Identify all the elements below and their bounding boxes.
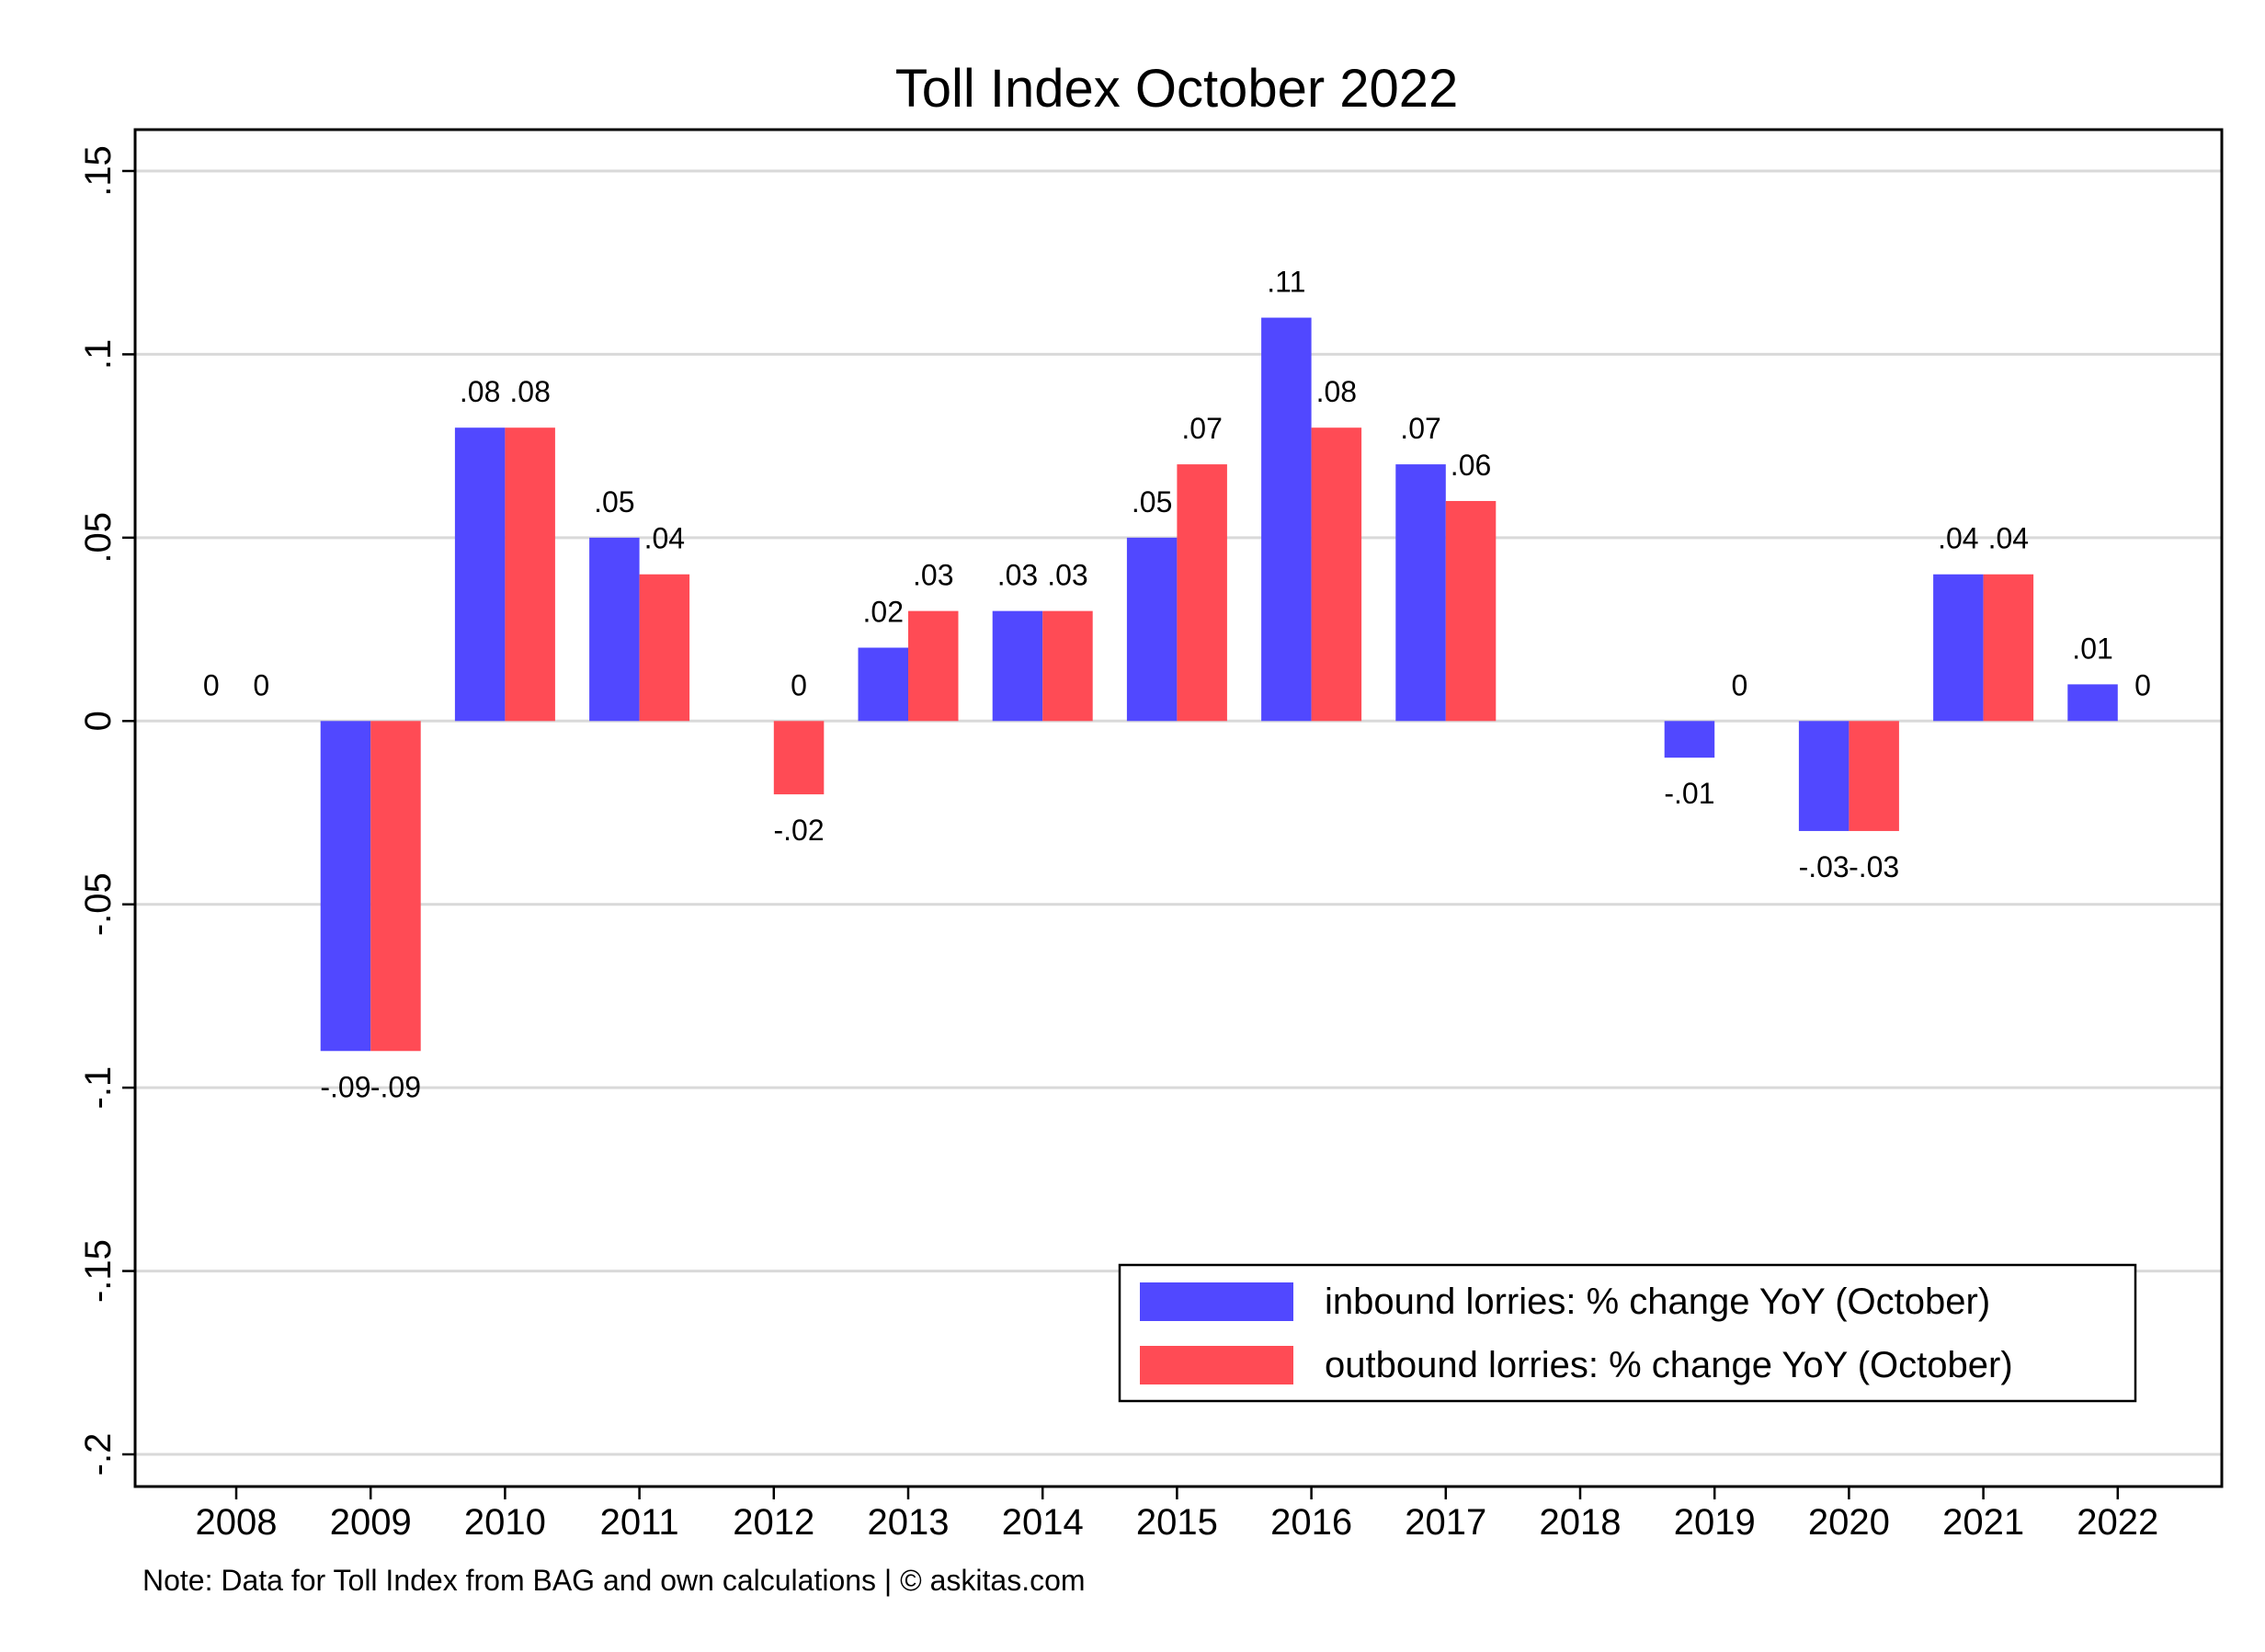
data-label: .08 bbox=[509, 375, 550, 408]
bar-outbound bbox=[908, 610, 959, 722]
bars bbox=[320, 317, 2118, 1052]
x-tick-label: 2008 bbox=[196, 1502, 278, 1543]
bar-outbound bbox=[1445, 500, 1497, 722]
data-label: 0 bbox=[791, 668, 807, 701]
bar-outbound bbox=[1311, 427, 1362, 722]
plot-frame bbox=[133, 128, 2224, 1488]
data-label: 0 bbox=[203, 668, 220, 701]
x-tick-label: 2009 bbox=[330, 1502, 412, 1543]
bar-outbound bbox=[1042, 610, 1093, 722]
x-tick-label: 2016 bbox=[1270, 1502, 1352, 1543]
x-tick-label: 2014 bbox=[1002, 1502, 1084, 1543]
data-label: .08 bbox=[1316, 375, 1357, 408]
data-label: .03 bbox=[913, 559, 953, 592]
data-label: -.03 bbox=[1849, 850, 1899, 883]
data-label: .04 bbox=[1938, 522, 1978, 555]
x-tick-label: 2021 bbox=[1942, 1502, 2024, 1543]
bar-inbound bbox=[1126, 537, 1178, 722]
data-labels: 0 0-.09 -.09.08.08.05.040-.02.02.03.03.03.… bbox=[203, 266, 2151, 1104]
bar-inbound bbox=[454, 427, 506, 722]
bar-inbound bbox=[1395, 464, 1446, 722]
bar-inbound bbox=[1933, 574, 1984, 722]
data-label: -.02 bbox=[773, 814, 824, 847]
data-label: .05 bbox=[1132, 485, 1172, 518]
chart-title: Toll Index October 2022 bbox=[895, 59, 1459, 119]
x-tick-label: 2017 bbox=[1405, 1502, 1486, 1543]
bar-inbound bbox=[1798, 721, 1850, 831]
bar-inbound bbox=[320, 721, 371, 1052]
data-label: .05 bbox=[594, 485, 634, 518]
x-tick-label: 2015 bbox=[1136, 1502, 1218, 1543]
y-tick-label: .05 bbox=[78, 512, 119, 564]
data-label: .07 bbox=[1181, 412, 1222, 445]
data-label: .11 bbox=[1267, 266, 1305, 299]
data-label: -.09 bbox=[370, 1070, 421, 1103]
legend-label-outbound: outbound lorries: % change YoY (October) bbox=[1325, 1345, 2013, 1385]
x-tick-label: 2018 bbox=[1540, 1502, 1622, 1543]
data-label: -.09 bbox=[320, 1070, 370, 1103]
legend-swatch-inbound bbox=[1140, 1282, 1293, 1321]
bar-inbound bbox=[858, 647, 908, 722]
y-axis: -.2 -.15 -.1 -.05 0 .05 .1 .15 bbox=[78, 145, 135, 1475]
y-tick-label: -.05 bbox=[78, 872, 119, 936]
legend-label-inbound: inbound lorries: % change YoY (October) bbox=[1325, 1282, 1990, 1322]
y-tick-label: -.15 bbox=[78, 1239, 119, 1303]
data-label: .03 bbox=[997, 559, 1038, 592]
x-tick-label: 2013 bbox=[868, 1502, 950, 1543]
bar-outbound bbox=[773, 721, 825, 795]
data-label: .02 bbox=[863, 596, 904, 629]
bar-outbound bbox=[1849, 721, 1899, 831]
data-label: .03 bbox=[1047, 559, 1087, 592]
legend-swatch-outbound bbox=[1140, 1346, 1293, 1384]
x-tick-label: 2019 bbox=[1674, 1502, 1756, 1543]
data-label: 0 bbox=[2134, 668, 2151, 701]
data-label: .08 bbox=[460, 375, 500, 408]
y-tick-label: -.1 bbox=[78, 1066, 119, 1110]
y-tick-label: 0 bbox=[78, 711, 119, 731]
x-tick-label: 2022 bbox=[2077, 1502, 2158, 1543]
bar-inbound bbox=[1664, 721, 1715, 758]
gridlines bbox=[135, 169, 2222, 1456]
data-label: .07 bbox=[1400, 412, 1440, 445]
x-axis: 2008 2009 2010 2011 2012 2013 2014 2015 2016 2017… bbox=[196, 1487, 2158, 1543]
data-label: .01 bbox=[2072, 632, 2112, 665]
data-label: .04 bbox=[1988, 522, 2029, 555]
data-label: .04 bbox=[644, 522, 685, 555]
data-label: 0 bbox=[253, 668, 269, 701]
bar-outbound bbox=[505, 427, 555, 722]
y-tick-label: .1 bbox=[78, 339, 119, 370]
bar-inbound bbox=[2067, 684, 2118, 722]
data-label: 0 bbox=[1732, 668, 1748, 701]
x-tick-label: 2011 bbox=[600, 1502, 679, 1543]
bar-outbound bbox=[370, 721, 421, 1052]
legend: inbound lorries: % change YoY (October) … bbox=[1118, 1263, 2137, 1403]
bar-outbound bbox=[1983, 574, 2034, 722]
bar-inbound bbox=[589, 537, 640, 722]
x-tick-label: 2020 bbox=[1808, 1502, 1890, 1543]
bar-outbound bbox=[639, 574, 690, 722]
data-label: -.01 bbox=[1664, 777, 1714, 810]
chart-note: Note: Data for Toll Index from BAG and o… bbox=[142, 1564, 1086, 1597]
y-tick-label: -.2 bbox=[78, 1433, 119, 1476]
data-label: .06 bbox=[1451, 449, 1491, 482]
bar-inbound bbox=[1261, 317, 1312, 722]
x-tick-label: 2012 bbox=[733, 1502, 814, 1543]
bar-inbound bbox=[992, 610, 1043, 722]
data-label: -.03 bbox=[1799, 850, 1850, 883]
bar-outbound bbox=[1177, 464, 1227, 722]
y-tick-label: .15 bbox=[78, 145, 119, 197]
x-tick-label: 2010 bbox=[464, 1502, 546, 1543]
